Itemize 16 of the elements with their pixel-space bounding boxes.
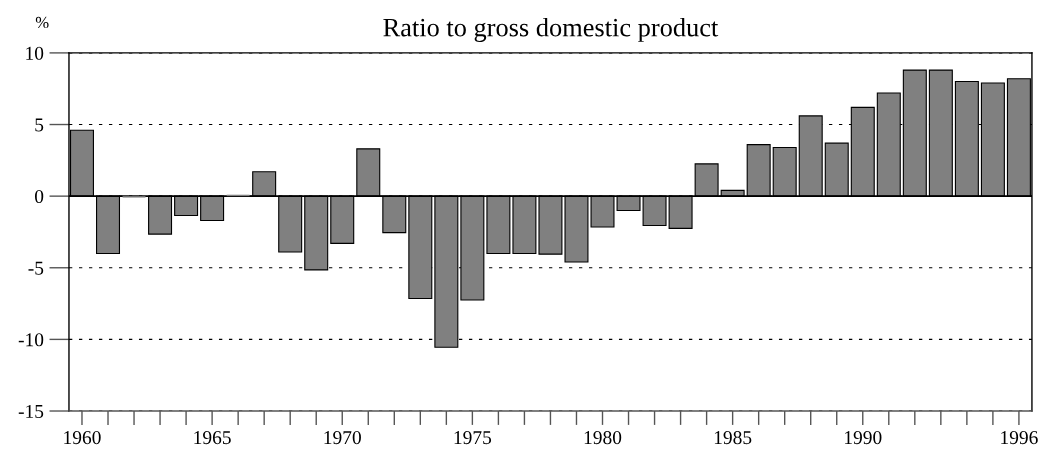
x-tick-label: 1960 xyxy=(64,431,101,445)
x-tick-label: 1996 xyxy=(1001,431,1038,445)
x-tick-label: 1975 xyxy=(454,431,492,445)
x-tick-label: 1970 xyxy=(324,431,361,445)
y-tick-label: 0 xyxy=(34,189,44,204)
x-tick-label: 1990 xyxy=(845,431,882,445)
y-tick-label: -5 xyxy=(28,261,44,275)
x-tick-label: 1965 xyxy=(194,431,231,445)
y-tick-label: -15 xyxy=(18,404,44,418)
x-tick-label: 1985 xyxy=(714,431,752,445)
y-tick-label: -10 xyxy=(18,333,44,347)
y-tick-label: 10 xyxy=(26,46,44,60)
x-tick-label: 1980 xyxy=(584,431,622,445)
chart-title: Ratio to gross domestic product xyxy=(383,17,719,42)
y-tick-label: 5 xyxy=(35,118,44,132)
y-axis-title: % xyxy=(35,16,49,29)
